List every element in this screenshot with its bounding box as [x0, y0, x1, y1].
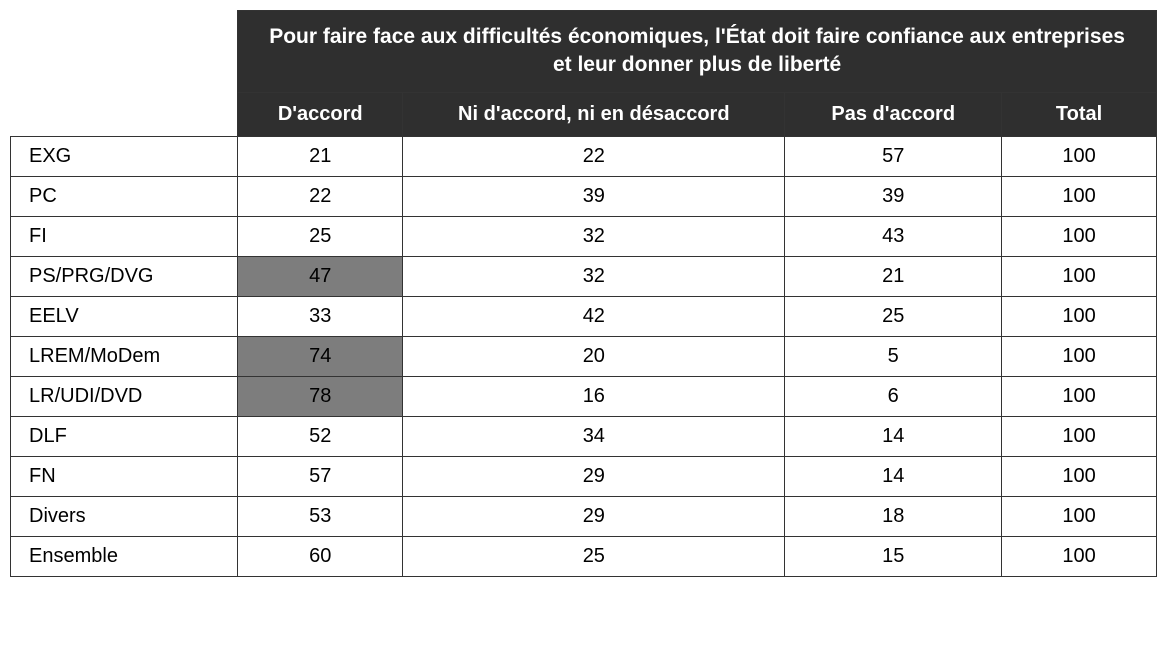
- cell-total: 100: [1002, 136, 1157, 176]
- table-row: EELV334225100: [11, 296, 1157, 336]
- row-label: PC: [11, 176, 238, 216]
- cell-total: 100: [1002, 456, 1157, 496]
- table-row: EXG212257100: [11, 136, 1157, 176]
- column-header-total: Total: [1002, 92, 1157, 136]
- cell-agree: 78: [238, 376, 403, 416]
- table-row: FI253243100: [11, 216, 1157, 256]
- survey-table: Pour faire face aux difficultés économiq…: [10, 10, 1157, 577]
- cell-neutral: 39: [403, 176, 785, 216]
- cell-neutral: 34: [403, 416, 785, 456]
- cell-total: 100: [1002, 376, 1157, 416]
- cell-neutral: 20: [403, 336, 785, 376]
- cell-agree: 52: [238, 416, 403, 456]
- row-label: LREM/MoDem: [11, 336, 238, 376]
- cell-disagree: 15: [785, 536, 1002, 576]
- cell-neutral: 32: [403, 216, 785, 256]
- cell-agree: 57: [238, 456, 403, 496]
- cell-neutral: 16: [403, 376, 785, 416]
- row-label: Ensemble: [11, 536, 238, 576]
- column-header-agree: D'accord: [238, 92, 403, 136]
- cell-disagree: 25: [785, 296, 1002, 336]
- table-title: Pour faire face aux difficultés économiq…: [238, 11, 1157, 93]
- cell-disagree: 43: [785, 216, 1002, 256]
- cell-disagree: 39: [785, 176, 1002, 216]
- survey-table-wrapper: Pour faire face aux difficultés économiq…: [10, 10, 1157, 577]
- row-label: EXG: [11, 136, 238, 176]
- cell-total: 100: [1002, 176, 1157, 216]
- cell-total: 100: [1002, 496, 1157, 536]
- cell-agree: 21: [238, 136, 403, 176]
- table-row: LREM/MoDem74205100: [11, 336, 1157, 376]
- table-row: Divers532918100: [11, 496, 1157, 536]
- column-header-disagree: Pas d'accord: [785, 92, 1002, 136]
- table-row: FN572914100: [11, 456, 1157, 496]
- row-label: Divers: [11, 496, 238, 536]
- cell-total: 100: [1002, 216, 1157, 256]
- table-row: DLF523414100: [11, 416, 1157, 456]
- cell-total: 100: [1002, 296, 1157, 336]
- row-label: LR/UDI/DVD: [11, 376, 238, 416]
- cell-agree: 74: [238, 336, 403, 376]
- cell-agree: 47: [238, 256, 403, 296]
- cell-neutral: 32: [403, 256, 785, 296]
- row-label: EELV: [11, 296, 238, 336]
- cell-disagree: 6: [785, 376, 1002, 416]
- cell-neutral: 22: [403, 136, 785, 176]
- cell-disagree: 14: [785, 416, 1002, 456]
- cell-agree: 25: [238, 216, 403, 256]
- cell-disagree: 21: [785, 256, 1002, 296]
- row-label: DLF: [11, 416, 238, 456]
- cell-neutral: 29: [403, 456, 785, 496]
- cell-neutral: 25: [403, 536, 785, 576]
- cell-disagree: 18: [785, 496, 1002, 536]
- cell-neutral: 42: [403, 296, 785, 336]
- row-label: FN: [11, 456, 238, 496]
- table-row: LR/UDI/DVD78166100: [11, 376, 1157, 416]
- empty-corner-cell: [11, 11, 238, 93]
- cell-disagree: 5: [785, 336, 1002, 376]
- table-row: PS/PRG/DVG473221100: [11, 256, 1157, 296]
- table-row: PC223939100: [11, 176, 1157, 216]
- column-header-neutral: Ni d'accord, ni en désaccord: [403, 92, 785, 136]
- empty-corner-cell-2: [11, 92, 238, 136]
- table-body: EXG212257100PC223939100FI253243100PS/PRG…: [11, 136, 1157, 576]
- cell-neutral: 29: [403, 496, 785, 536]
- cell-agree: 22: [238, 176, 403, 216]
- cell-agree: 60: [238, 536, 403, 576]
- cell-agree: 33: [238, 296, 403, 336]
- row-label: FI: [11, 216, 238, 256]
- cell-total: 100: [1002, 256, 1157, 296]
- row-label: PS/PRG/DVG: [11, 256, 238, 296]
- cell-total: 100: [1002, 416, 1157, 456]
- table-header: Pour faire face aux difficultés économiq…: [11, 11, 1157, 137]
- cell-total: 100: [1002, 536, 1157, 576]
- cell-agree: 53: [238, 496, 403, 536]
- cell-disagree: 57: [785, 136, 1002, 176]
- cell-disagree: 14: [785, 456, 1002, 496]
- table-row: Ensemble602515100: [11, 536, 1157, 576]
- cell-total: 100: [1002, 336, 1157, 376]
